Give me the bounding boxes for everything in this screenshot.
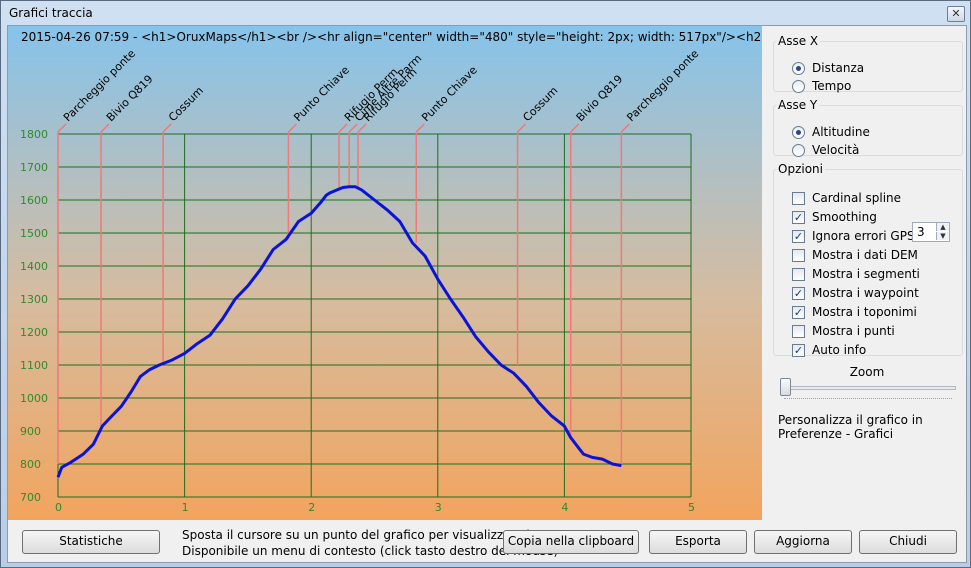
y-tick-label: 1100: [20, 359, 48, 372]
status-text: Sposta il cursore su un punto del grafic…: [182, 527, 562, 559]
check-toponimi-box[interactable]: ✓: [792, 306, 805, 319]
asse-x-title: Asse X: [778, 34, 819, 48]
radio-distanza-control[interactable]: [792, 62, 805, 75]
check-waypoint-box[interactable]: ✓: [792, 287, 805, 300]
check-toponimi-label: Mostra i toponimi: [812, 305, 917, 319]
waypoint-leader: [162, 123, 172, 133]
client-area: 2015-04-26 07:59 - <h1>OruxMaps</h1><br …: [7, 25, 967, 563]
x-tick-label: 2: [308, 501, 315, 514]
asse-y-title: Asse Y: [778, 98, 818, 112]
x-tick-label: 0: [55, 501, 62, 514]
waypoint-leader: [357, 123, 367, 133]
elevation-profile-line: [56, 185, 622, 478]
check-ignora-errori-box[interactable]: ✓: [792, 230, 805, 243]
y-tick-label: 1300: [20, 293, 48, 306]
radio-velocita-control[interactable]: [792, 144, 805, 157]
y-tick-label: 1000: [20, 392, 48, 405]
statistiche-button[interactable]: Statistiche: [22, 530, 160, 554]
zoom-slider-track[interactable]: [780, 386, 956, 390]
status-line-1: Sposta il cursore su un punto del grafic…: [182, 528, 563, 542]
y-tick-label: 1600: [20, 194, 48, 207]
check-cardinal-spline-label: Cardinal spline: [812, 191, 902, 205]
check-punti-box[interactable]: [792, 325, 805, 338]
check-segmenti-box[interactable]: [792, 268, 805, 281]
waypoint-leader: [338, 123, 348, 133]
waypoint-leader: [415, 123, 425, 133]
x-tick-label: 1: [182, 501, 189, 514]
check-auto-info-label: Auto info: [812, 343, 867, 357]
zoom-slider-ticks: [784, 398, 952, 402]
waypoint-leader: [570, 123, 580, 133]
preferences-hint: Personalizza il grafico in Preferenze - …: [778, 413, 923, 441]
radio-tempo-control[interactable]: [792, 80, 805, 93]
check-smoothing-box[interactable]: ✓: [792, 211, 805, 224]
status-line-2: Disponibile un menu di contesto (click t…: [182, 544, 559, 558]
window-title: Grafici traccia: [9, 6, 93, 20]
zoom-slider-thumb[interactable]: [780, 378, 791, 396]
y-tick-label: 1200: [20, 326, 48, 339]
smoothing-stepper[interactable]: 3 ▲ ▼: [912, 222, 950, 242]
refresh-button[interactable]: Aggiorna: [754, 530, 852, 554]
opzioni-title: Opzioni: [778, 162, 823, 176]
y-tick-label: 700: [20, 491, 41, 504]
check-smoothing-label: Smoothing: [812, 210, 877, 224]
elevation-chart[interactable]: 2015-04-26 07:59 - <h1>OruxMaps</h1><br …: [8, 26, 762, 520]
y-tick-label: 1800: [20, 128, 48, 141]
close-icon[interactable]: ✕: [947, 6, 965, 22]
waypoint-label: Parcheggio ponte: [61, 47, 138, 124]
chart-canvas[interactable]: 1800170016001500140013001200110010009008…: [8, 26, 762, 520]
y-tick-label: 1500: [20, 227, 48, 240]
waypoint-label: Bivio Q819: [574, 72, 626, 124]
check-waypoint-label: Mostra i waypoint: [812, 286, 919, 300]
waypoint-leader: [348, 123, 358, 133]
x-tick-label: 3: [435, 501, 442, 514]
chart-header-text: 2015-04-26 07:59 - <h1>OruxMaps</h1><br …: [21, 30, 762, 44]
check-dati-dem-label: Mostra i dati DEM: [812, 248, 918, 262]
waypoint-label: Parcheggio ponte: [624, 47, 701, 124]
check-auto-info-box[interactable]: ✓: [792, 344, 805, 357]
y-tick-label: 1700: [20, 161, 48, 174]
x-tick-label: 4: [561, 501, 568, 514]
waypoint-leader: [287, 123, 297, 133]
sidebar: Asse X Distanza Tempo Asse Y Altitudine: [768, 26, 966, 520]
waypoint-leader: [620, 123, 630, 133]
title-bar[interactable]: Grafici traccia ✕: [1, 1, 970, 25]
y-tick-label: 1400: [20, 260, 48, 273]
waypoint-leader: [57, 123, 67, 133]
opzioni-group: Opzioni Cardinal spline ✓ Smoothing ✓ Ig…: [773, 162, 963, 357]
radio-altitudine-label: Altitudine: [812, 125, 870, 139]
stepper-down-icon[interactable]: ▼: [936, 232, 949, 240]
radio-tempo-label: Tempo: [812, 79, 852, 93]
waypoint-leader: [517, 123, 527, 133]
waypoint-label: Cossum: [520, 84, 560, 124]
close-button[interactable]: Chiudi: [859, 530, 957, 554]
radio-altitudine-control[interactable]: [792, 126, 805, 139]
waypoint-leader: [100, 123, 110, 133]
check-ignora-errori-label: Ignora errori GPS: [812, 229, 915, 243]
radio-velocita-label: Velocità: [812, 143, 860, 157]
stepper-up-icon[interactable]: ▲: [936, 223, 949, 231]
check-punti-label: Mostra i punti: [812, 324, 895, 338]
check-segmenti-label: Mostra i segmenti: [812, 267, 920, 281]
x-tick-label: 5: [688, 501, 695, 514]
export-button[interactable]: Esporta: [649, 530, 747, 554]
waypoint-label: Punto Chiave: [419, 63, 480, 124]
y-tick-label: 900: [20, 425, 41, 438]
smoothing-value[interactable]: 3: [917, 225, 925, 239]
asse-y-group: Asse Y Altitudine Velocità: [773, 98, 963, 157]
check-dati-dem-box[interactable]: [792, 249, 805, 262]
check-cardinal-spline-box[interactable]: [792, 192, 805, 205]
asse-x-group: Asse X Distanza Tempo: [773, 34, 963, 93]
copy-clipboard-button[interactable]: Copia nella clipboard: [503, 530, 639, 554]
waypoint-label: Cossum: [166, 84, 206, 124]
bottom-bar: Statistiche Sposta il cursore su un punt…: [8, 522, 966, 562]
radio-distanza-label: Distanza: [812, 61, 865, 75]
zoom-label: Zoom: [849, 365, 885, 379]
y-tick-label: 800: [20, 458, 41, 471]
